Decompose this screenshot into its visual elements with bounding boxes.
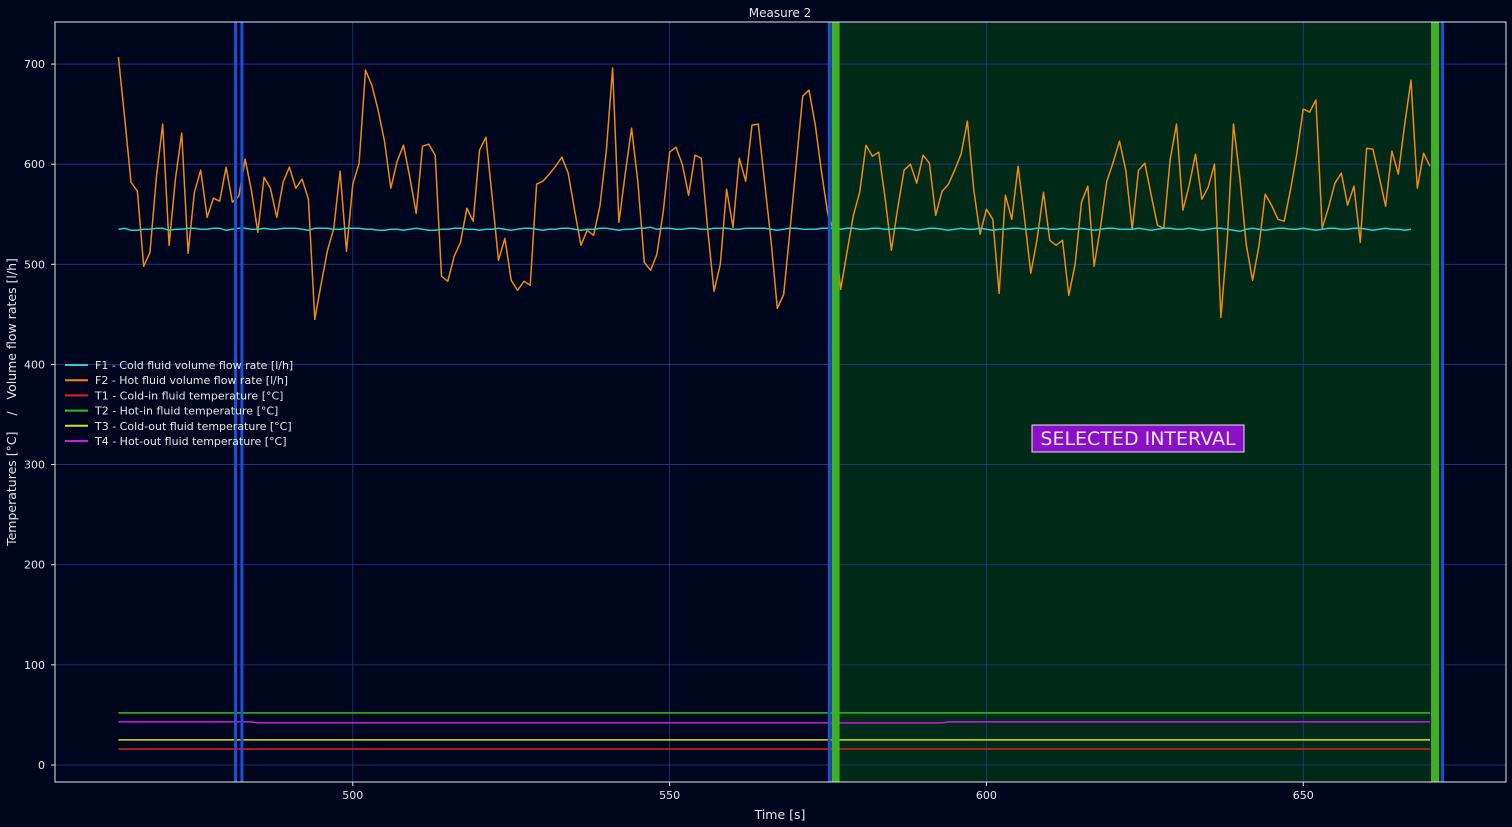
plot-frame [54,21,1507,783]
annotation-box [1031,424,1245,453]
legend-entry: F1 - Cold fluid volume flow rate [l/h] [95,359,293,372]
y-tick-label: 300 [24,459,45,472]
y-tick-label: 400 [24,358,45,371]
legend-entry: T1 - Cold-in fluid temperature [°C] [94,389,283,402]
grid-layer [55,22,1506,782]
legend-entry: F2 - Hot fluid volume flow rate [l/h] [95,374,288,387]
series-line [118,721,1430,724]
axis-ticks: 500 550 600 650 0 100 200 300 400 500 600 700 [24,58,1314,802]
legend-entry: T3 - Cold-out fluid temperature [°C] [94,420,292,433]
series-line [117,56,1431,321]
marker-lines-layer [234,22,1445,782]
legend: F1 - Cold fluid volume flow rate [l/h] F2… [65,359,293,448]
legend-entry: T4 - Hot-out fluid temperature [°C] [94,435,287,448]
x-tick-label: 500 [342,789,363,802]
y-tick-label: 0 [38,759,45,772]
y-tick-label: 100 [24,659,45,672]
chart-title: Measure 2 [749,6,811,20]
x-tick-label: 600 [976,789,997,802]
x-tick-label: 550 [659,789,680,802]
y-tick-label: 700 [24,58,45,71]
x-axis-label: Time [s] [754,807,806,822]
annotation-text: SELECTED INTERVAL [1040,428,1236,450]
selected-interval-annotation: SELECTED INTERVAL [1031,424,1245,453]
y-tick-label: 200 [24,559,45,572]
selected-interval-region [828,22,1443,782]
y-tick-label: 600 [24,158,45,171]
series-line [118,226,1412,233]
series-layer [117,56,1431,750]
x-tick-label: 650 [1293,789,1314,802]
selected-interval-layer [828,22,1443,782]
y-tick-label: 500 [24,258,45,271]
y-axis-label: Temperatures [°C] / Volume flow rates [l… [4,258,19,547]
legend-entry: T2 - Hot-in fluid temperature [°C] [94,405,278,418]
